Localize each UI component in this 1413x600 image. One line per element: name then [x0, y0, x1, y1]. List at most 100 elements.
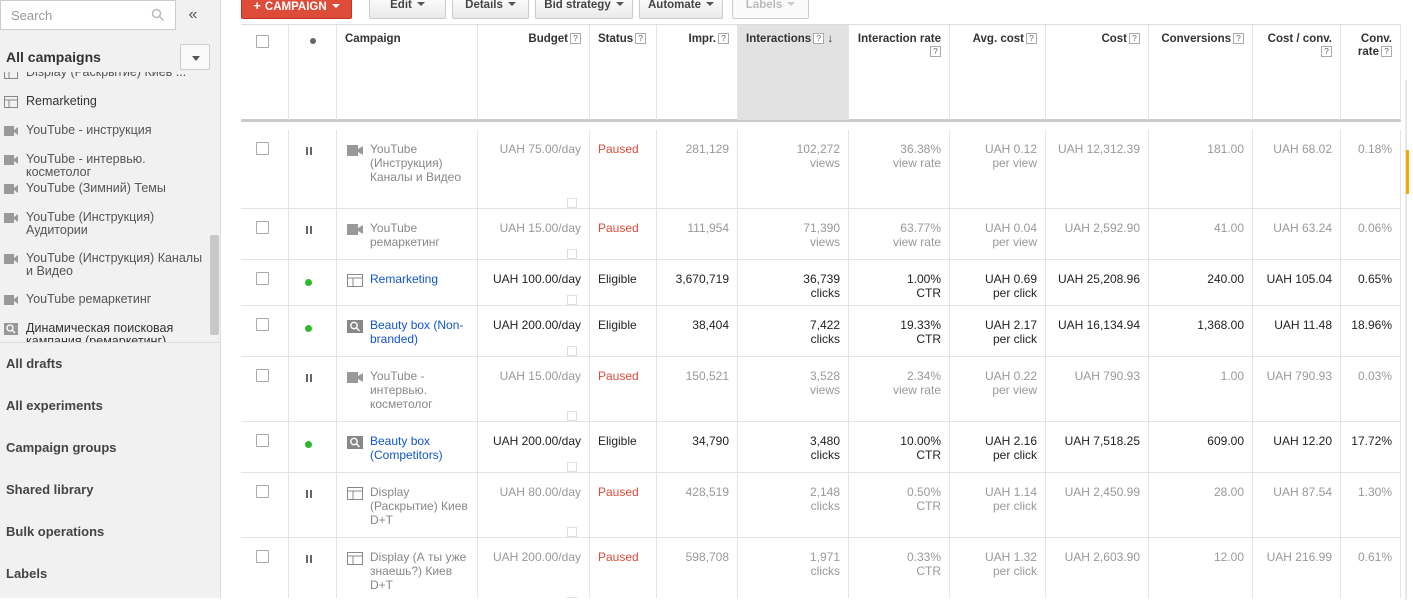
- table-row[interactable]: Display (А ты уже знаешь?) Киев D+T UAH 2…: [241, 538, 1401, 598]
- help-icon[interactable]: ?: [1129, 33, 1140, 44]
- chevron-down-icon: [615, 2, 624, 6]
- edit-budget-icon[interactable]: [567, 198, 577, 208]
- table-row[interactable]: Beauty box (Non-branded) UAH 200.00/day El…: [241, 306, 1401, 357]
- header-cost[interactable]: Cost?: [1046, 25, 1149, 120]
- row-cost-cell: UAH 2,592.90: [1046, 209, 1149, 259]
- row-checkbox[interactable]: [256, 434, 269, 447]
- campaign-link[interactable]: Display (А ты уже знаешь?) Киев D+T: [370, 550, 467, 592]
- row-checkbox[interactable]: [256, 369, 269, 382]
- header-impr[interactable]: Impr.?: [657, 25, 738, 120]
- help-icon[interactable]: ?: [1026, 33, 1037, 44]
- row-interactions-cell: 36,739 clicks: [738, 260, 849, 305]
- row-cost-conv-cell: UAH 63.24: [1253, 209, 1341, 259]
- table-row[interactable]: Display (Раскрытие) Киев D+T UAH 80.00/da…: [241, 473, 1401, 538]
- cell-interactions: 102,272: [796, 142, 840, 156]
- help-icon[interactable]: ?: [718, 33, 729, 44]
- collapse-sidebar-button[interactable]: «: [188, 6, 198, 23]
- row-state-cell[interactable]: [289, 473, 337, 537]
- cell-budget: UAH 100.00/day: [492, 272, 581, 286]
- header-budget[interactable]: Budget?: [478, 25, 590, 120]
- row-state-cell[interactable]: [289, 357, 337, 421]
- header-avg-cost[interactable]: Avg. cost?: [950, 25, 1046, 120]
- row-cost-cell: UAH 7,518.25: [1046, 422, 1149, 472]
- header-interaction-rate[interactable]: Interaction rate?: [849, 25, 950, 120]
- row-state-cell[interactable]: [289, 130, 337, 208]
- edit-budget-icon[interactable]: [567, 249, 577, 259]
- cell-rate-unit: CTR: [916, 448, 941, 462]
- search-box[interactable]: [0, 0, 176, 30]
- campaign-link[interactable]: Display (Раскрытие) Киев D+T: [370, 485, 468, 527]
- edit-button[interactable]: Edit: [369, 0, 446, 19]
- edit-budget-icon[interactable]: [567, 295, 577, 305]
- table-row[interactable]: YouTube (Инструкция) Каналы и Видео UAH 7…: [241, 130, 1401, 209]
- row-checkbox[interactable]: [256, 550, 269, 563]
- chevron-down-icon[interactable]: [180, 44, 210, 70]
- header-cost-per-conv[interactable]: Cost / conv.?: [1253, 25, 1341, 120]
- campaign-link[interactable]: Remarketing: [370, 272, 439, 286]
- row-state-cell[interactable]: [289, 209, 337, 259]
- row-checkbox[interactable]: [256, 221, 269, 234]
- nav-campaign-groups[interactable]: Campaign groups: [6, 440, 117, 455]
- help-icon[interactable]: ?: [1381, 46, 1392, 57]
- select-all-checkbox[interactable]: [256, 35, 269, 48]
- cell-impr: 3,670,719: [675, 272, 729, 286]
- row-checkbox[interactable]: [256, 142, 269, 155]
- header-conversions[interactable]: Conversions?: [1149, 25, 1253, 120]
- campaign-link[interactable]: YouTube - интервью. косметолог: [370, 369, 433, 411]
- edit-budget-icon[interactable]: [567, 462, 577, 472]
- row-state-cell[interactable]: [289, 422, 337, 472]
- campaign-tree: Display (Раскрытие) Киев ... Remarketing Y…: [0, 72, 210, 342]
- help-icon[interactable]: ?: [570, 33, 581, 44]
- row-select-cell: [241, 473, 289, 537]
- cell-status: Eligible: [598, 434, 637, 448]
- search-icon[interactable]: [151, 8, 165, 22]
- sidebar-scrollbar[interactable]: [210, 235, 219, 335]
- automate-button[interactable]: Automate: [639, 0, 723, 19]
- help-icon[interactable]: ?: [930, 46, 941, 57]
- details-button[interactable]: Details: [452, 0, 529, 19]
- row-impr-cell: 38,404: [657, 306, 738, 356]
- bid-strategy-button[interactable]: Bid strategy: [535, 0, 633, 19]
- table-row[interactable]: YouTube - интервью. косметолог UAH 15.00/…: [241, 357, 1401, 422]
- row-checkbox[interactable]: [256, 318, 269, 331]
- cell-cost: UAH 2,450.99: [1064, 485, 1140, 499]
- nav-all-drafts[interactable]: All drafts: [6, 356, 63, 371]
- help-icon[interactable]: ?: [635, 33, 647, 44]
- search-input[interactable]: [1, 1, 141, 29]
- help-icon[interactable]: ?: [813, 33, 825, 44]
- nav-shared-library[interactable]: Shared library: [6, 482, 94, 497]
- row-checkbox[interactable]: [256, 485, 269, 498]
- row-state-cell[interactable]: [289, 538, 337, 598]
- nav-all-experiments[interactable]: All experiments: [6, 398, 103, 413]
- header-status[interactable]: Status?: [590, 25, 657, 120]
- edit-budget-icon[interactable]: [567, 411, 577, 421]
- labels-button[interactable]: Labels: [732, 0, 809, 19]
- row-checkbox[interactable]: [256, 272, 269, 285]
- edit-budget-icon[interactable]: [567, 346, 577, 356]
- cell-conv-rate: 0.18%: [1357, 142, 1392, 156]
- nav-bulk-operations[interactable]: Bulk operations: [6, 524, 105, 539]
- all-campaigns-header[interactable]: All campaigns: [0, 42, 221, 72]
- cell-interactions: 3,528: [809, 369, 840, 383]
- row-campaign-cell: YouTube ремаркетинг: [337, 209, 478, 259]
- nav-labels[interactable]: Labels: [6, 566, 48, 581]
- table-row[interactable]: Remarketing UAH 100.00/day Eligible 3,670,7…: [241, 260, 1401, 306]
- row-state-cell[interactable]: [289, 306, 337, 356]
- row-state-cell[interactable]: [289, 260, 337, 305]
- campaign-link[interactable]: YouTube ремаркетинг: [370, 221, 440, 249]
- edit-budget-icon[interactable]: [567, 527, 577, 537]
- header-interactions[interactable]: Interactions? ↓: [738, 25, 849, 120]
- header-campaign[interactable]: Campaign: [337, 25, 478, 120]
- header-conv-rate[interactable]: Conv. rate?: [1341, 25, 1401, 120]
- row-conv-rate-cell: 18.96%: [1341, 306, 1401, 356]
- campaign-link[interactable]: YouTube (Инструкция) Каналы и Видео: [370, 142, 462, 184]
- cell-rate-unit: CTR: [916, 499, 941, 513]
- help-icon[interactable]: ?: [1233, 33, 1244, 44]
- table-row[interactable]: YouTube ремаркетинг UAH 15.00/day Paused 11…: [241, 209, 1401, 260]
- campaign-link[interactable]: Beauty box (Non-branded): [370, 318, 464, 346]
- campaign-link[interactable]: Beauty box (Competitors): [370, 434, 443, 462]
- table-row[interactable]: Beauty box (Competitors) UAH 200.00/day El…: [241, 422, 1401, 473]
- help-icon[interactable]: ?: [1321, 46, 1332, 57]
- sidebar-campaign-label: YouTube (Инструкция) Каналы и Видео: [26, 251, 203, 278]
- add-campaign-button[interactable]: + CAMPAIGN: [241, 0, 352, 19]
